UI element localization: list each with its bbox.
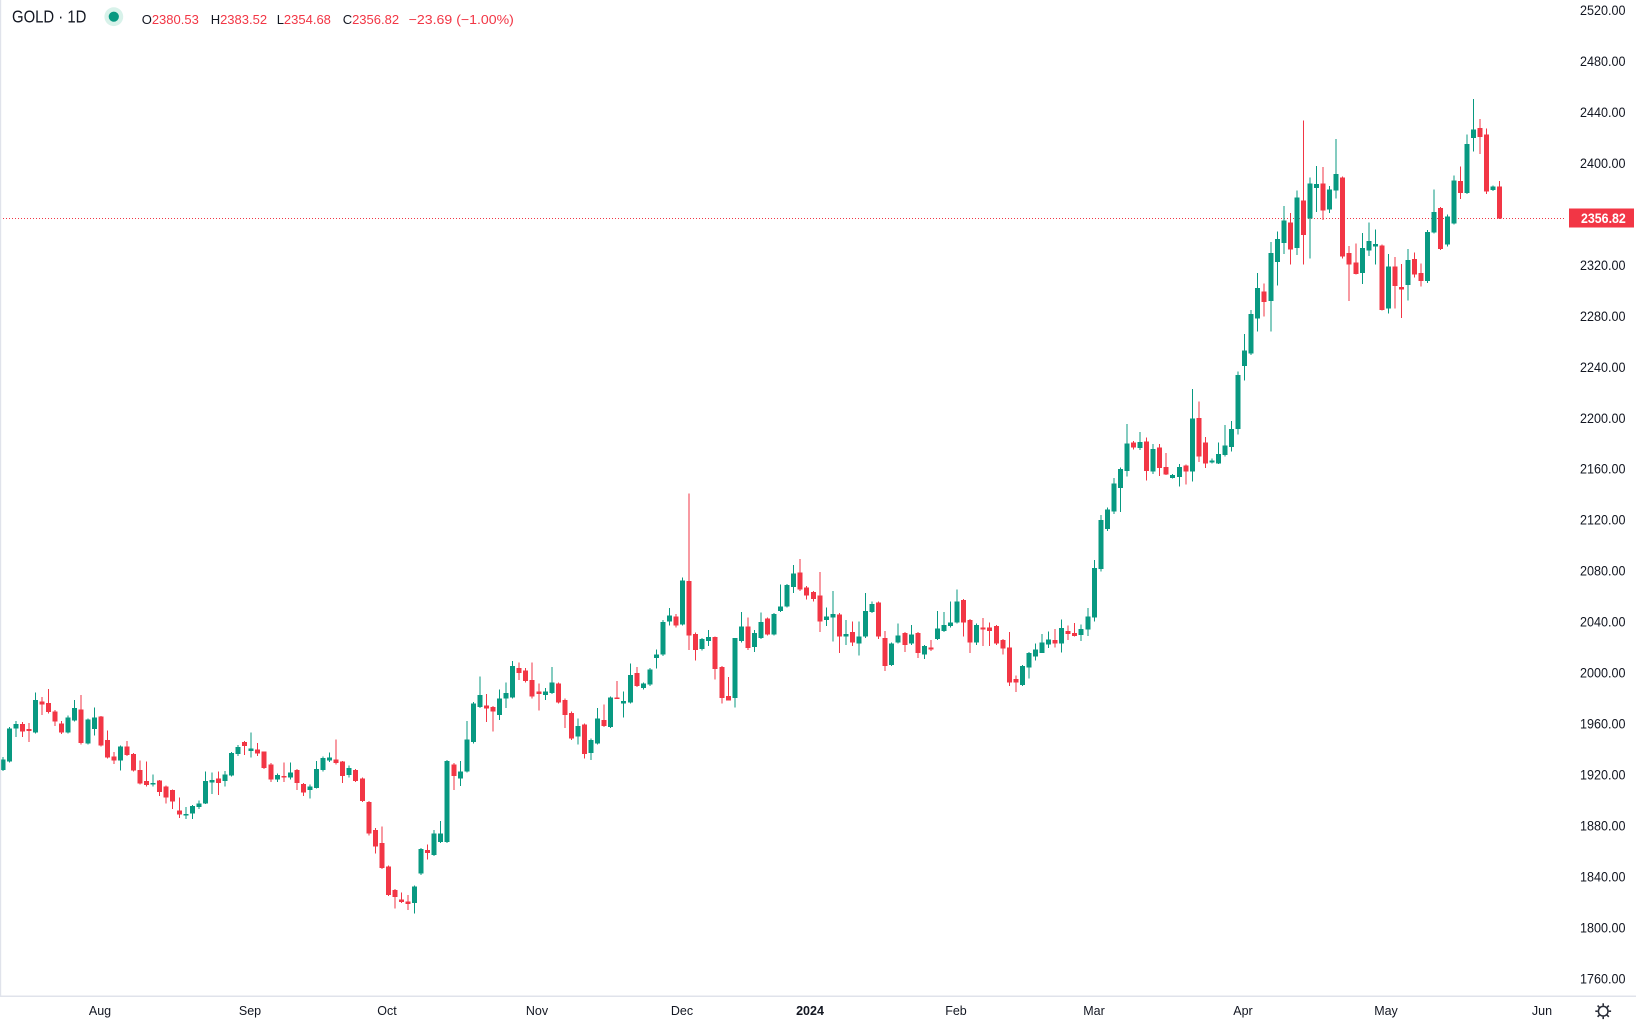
svg-text:2280.00: 2280.00 [1580, 309, 1626, 324]
svg-text:Feb: Feb [945, 1004, 967, 1018]
svg-text:Oct: Oct [377, 1004, 397, 1018]
svg-text:Jun: Jun [1532, 1004, 1552, 1018]
svg-text:1840.00: 1840.00 [1580, 870, 1626, 885]
svg-text:GOLD · 1D: GOLD · 1D [12, 7, 86, 27]
svg-text:Nov: Nov [526, 1004, 549, 1018]
svg-text:1880.00: 1880.00 [1580, 819, 1626, 834]
svg-text:2520.00: 2520.00 [1580, 3, 1626, 18]
svg-text:2480.00: 2480.00 [1580, 54, 1626, 69]
svg-text:2120.00: 2120.00 [1580, 513, 1626, 528]
svg-text:2160.00: 2160.00 [1580, 462, 1626, 477]
svg-text:1760.00: 1760.00 [1580, 972, 1626, 987]
svg-text:2440.00: 2440.00 [1580, 105, 1626, 120]
svg-text:Apr: Apr [1233, 1004, 1252, 1018]
svg-text:2320.00: 2320.00 [1580, 258, 1626, 273]
svg-text:Dec: Dec [671, 1004, 693, 1018]
svg-text:Aug: Aug [89, 1004, 111, 1018]
svg-text:2080.00: 2080.00 [1580, 564, 1626, 579]
svg-text:Sep: Sep [239, 1004, 261, 1018]
svg-text:2200.00: 2200.00 [1580, 411, 1626, 426]
svg-text:2240.00: 2240.00 [1580, 360, 1626, 375]
svg-text:2356.82: 2356.82 [1581, 211, 1626, 226]
svg-text:1800.00: 1800.00 [1580, 921, 1626, 936]
svg-text:1920.00: 1920.00 [1580, 768, 1626, 783]
svg-text:May: May [1374, 1004, 1398, 1018]
svg-text:1960.00: 1960.00 [1580, 717, 1626, 732]
svg-text:2024: 2024 [796, 1004, 824, 1018]
svg-text:2400.00: 2400.00 [1580, 156, 1626, 171]
svg-text:Mar: Mar [1083, 1004, 1105, 1018]
svg-text:2040.00: 2040.00 [1580, 615, 1626, 630]
svg-text:2000.00: 2000.00 [1580, 666, 1626, 681]
